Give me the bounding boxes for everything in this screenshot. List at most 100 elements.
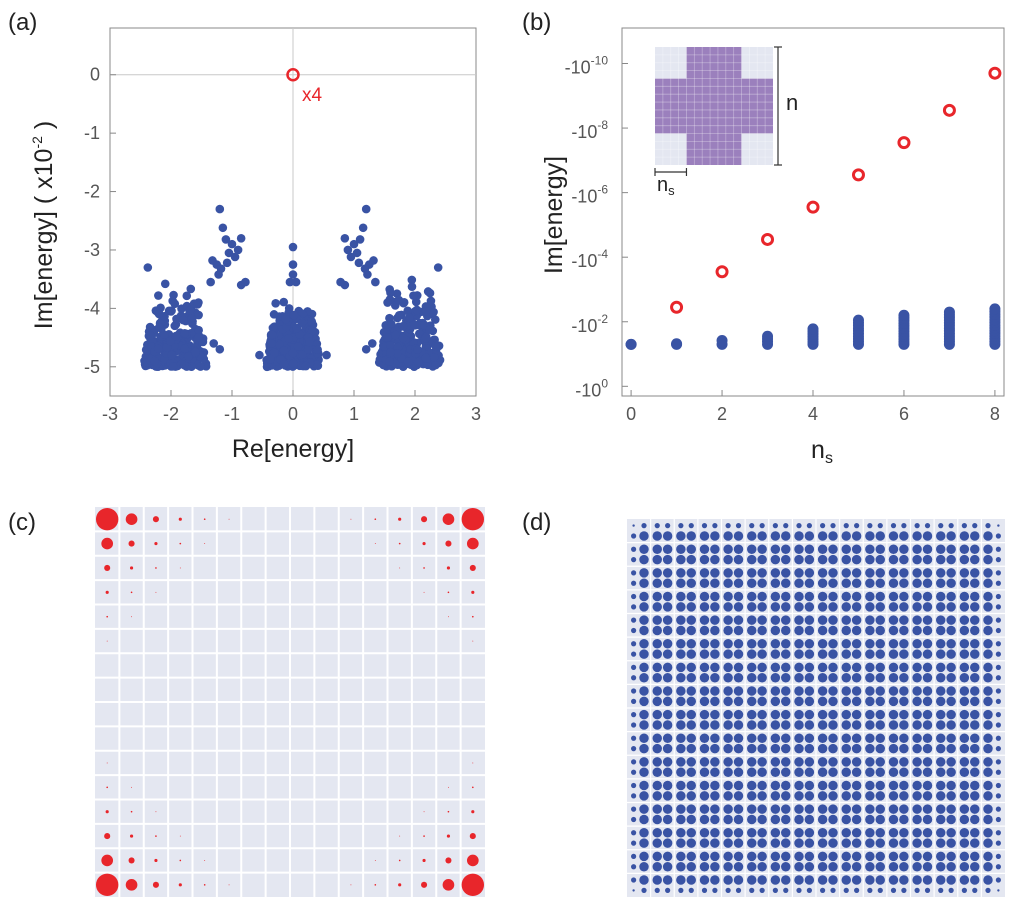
panel-d-amplitude-dot	[936, 578, 946, 588]
panel-d-amplitude-dot	[639, 875, 649, 885]
panel-d-amplitude-dot	[922, 757, 933, 767]
panel-d-amplitude-dot	[888, 544, 899, 554]
panel-a-bulk-point	[222, 258, 232, 268]
panel-d-amplitude-dot	[936, 615, 946, 625]
panel-d-amplitude-dot	[817, 696, 828, 707]
panel-d-amplitude-dot	[804, 720, 815, 730]
panel-d-amplitude-dot	[841, 780, 851, 791]
panel-d-amplitude-dot	[851, 733, 862, 743]
panel-d-amplitude-dot	[817, 743, 828, 754]
panel-d-amplitude-dot	[733, 709, 744, 720]
panel-c-amplitude-dot	[471, 786, 474, 789]
panel-d-amplitude-dot	[899, 625, 909, 636]
panel-d-amplitude-dot	[723, 814, 733, 825]
panel-d-amplitude-dot	[781, 686, 791, 696]
panel-d-amplitude-dot	[865, 733, 875, 743]
panel-d-amplitude-dot	[631, 735, 637, 741]
panel-d-amplitude-dot	[912, 554, 922, 565]
panel-d-amplitude-dot	[970, 709, 980, 720]
panel-d-amplitude-dot	[747, 591, 757, 602]
panel-d-amplitude-dot	[828, 639, 838, 649]
panel-d-amplitude-dot	[770, 743, 781, 754]
panel-d-amplitude-dot	[912, 804, 922, 814]
panel-d-amplitude-dot	[922, 733, 933, 743]
panel-d-amplitude-dot	[912, 791, 922, 801]
panel-d-amplitude-dot	[733, 602, 744, 612]
panel-b-corner-ring	[897, 136, 911, 150]
panel-d-amplitude-dot	[747, 862, 757, 872]
panel-d-amplitude-dot	[841, 625, 851, 636]
panel-d-amplitude-dot	[899, 554, 909, 565]
panel-b-xlabel: n	[811, 436, 825, 464]
panel-a-bulk-point	[171, 331, 181, 341]
panel-d-amplitude-dot	[946, 696, 956, 707]
panel-d-amplitude-dot	[804, 602, 815, 612]
panel-a-ytick-label: -1	[84, 123, 100, 143]
panel-d-amplitude-dot	[888, 743, 899, 754]
panel-d-amplitude-dot	[639, 828, 649, 838]
panel-d-amplitude-dot	[676, 720, 686, 730]
panel-b-inset-cross	[655, 47, 773, 165]
panel-d-amplitude-dot	[922, 828, 933, 838]
panel-c-label: (c)	[8, 509, 36, 536]
panel-d-amplitude-dot	[662, 804, 673, 814]
panel-d-amplitude-dot	[817, 602, 828, 612]
panel-a-bulk-point	[407, 275, 417, 285]
panel-a-bulk-point	[425, 288, 435, 298]
panel-a-bulk-point	[230, 252, 240, 262]
panel-d-amplitude-dot	[817, 875, 828, 885]
panel-d-amplitude-dot	[770, 696, 781, 707]
panel-d-amplitude-dot	[662, 767, 673, 777]
panel-d-amplitude-dot	[781, 838, 791, 848]
panel-d-amplitude-dot	[899, 591, 909, 602]
panel-d-amplitude-dot	[770, 838, 781, 848]
panel-d-amplitude-dot	[699, 602, 710, 612]
panel-d-amplitude-dot	[733, 554, 744, 565]
panel-d-amplitude-dot	[970, 673, 980, 683]
panel-d-amplitude-dot	[888, 791, 899, 801]
panel-d-amplitude-dot	[828, 804, 838, 814]
panel-d-amplitude-dot	[699, 875, 710, 885]
panel-c-amplitude-dot	[423, 567, 425, 569]
panel-d-amplitude-dot	[959, 733, 970, 743]
panel-d-amplitude-dot	[757, 828, 767, 838]
panel-d-amplitude-dot	[676, 733, 686, 743]
panel-d-amplitude-dot	[901, 523, 907, 529]
panel-d-amplitude-dot	[865, 720, 875, 730]
panel-c-amplitude-dot	[155, 835, 157, 837]
panel-c-amplitude-dot	[106, 762, 108, 764]
panel-d-amplitude-dot	[854, 523, 860, 529]
panel-d-amplitude-dot	[983, 814, 993, 825]
panel-d-amplitude-dot	[959, 578, 970, 588]
panel-d-amplitude-dot	[733, 662, 744, 673]
panel-d-amplitude-dot	[912, 814, 922, 825]
panel-b-bulk-point	[671, 338, 683, 350]
panel-d-amplitude-dot	[747, 544, 757, 554]
panel-d-amplitude-dot	[875, 531, 885, 541]
panel-d-amplitude-dot	[912, 578, 922, 588]
panel-d-amplitude-dot	[817, 591, 828, 602]
panel-d-amplitude-dot	[662, 625, 673, 636]
panel-d-amplitude-dot	[639, 743, 649, 754]
panel-d-amplitude-dot	[828, 720, 838, 730]
panel-d-amplitude-dot	[781, 662, 791, 673]
panel-d-amplitude-dot	[686, 673, 696, 683]
panel-d-amplitude-dot	[757, 733, 767, 743]
panel-d-amplitude-dot	[770, 814, 781, 825]
panel-d-amplitude-dot	[710, 720, 720, 730]
panel-d-amplitude-dot	[710, 804, 720, 814]
panel-d-amplitude-dot	[817, 662, 828, 673]
panel-d-amplitude-dot	[828, 791, 838, 801]
panel-d-amplitude-dot	[841, 767, 851, 777]
panel-d-amplitude-dot	[631, 546, 637, 552]
panel-d-amplitude-dot	[983, 828, 993, 838]
panel-c-amplitude-dot	[472, 762, 474, 764]
panel-d-amplitude-dot	[781, 639, 791, 649]
panel-d-amplitude-dot	[652, 743, 662, 754]
panel-c-amplitude-dot	[423, 835, 425, 837]
panel-d-amplitude-dot	[865, 791, 875, 801]
panel-a-xtick-label: -2	[163, 404, 179, 424]
panel-a-bulk-point	[288, 260, 298, 269]
panel-d-amplitude-dot	[817, 568, 828, 578]
panel-d-amplitude-dot	[959, 791, 970, 801]
